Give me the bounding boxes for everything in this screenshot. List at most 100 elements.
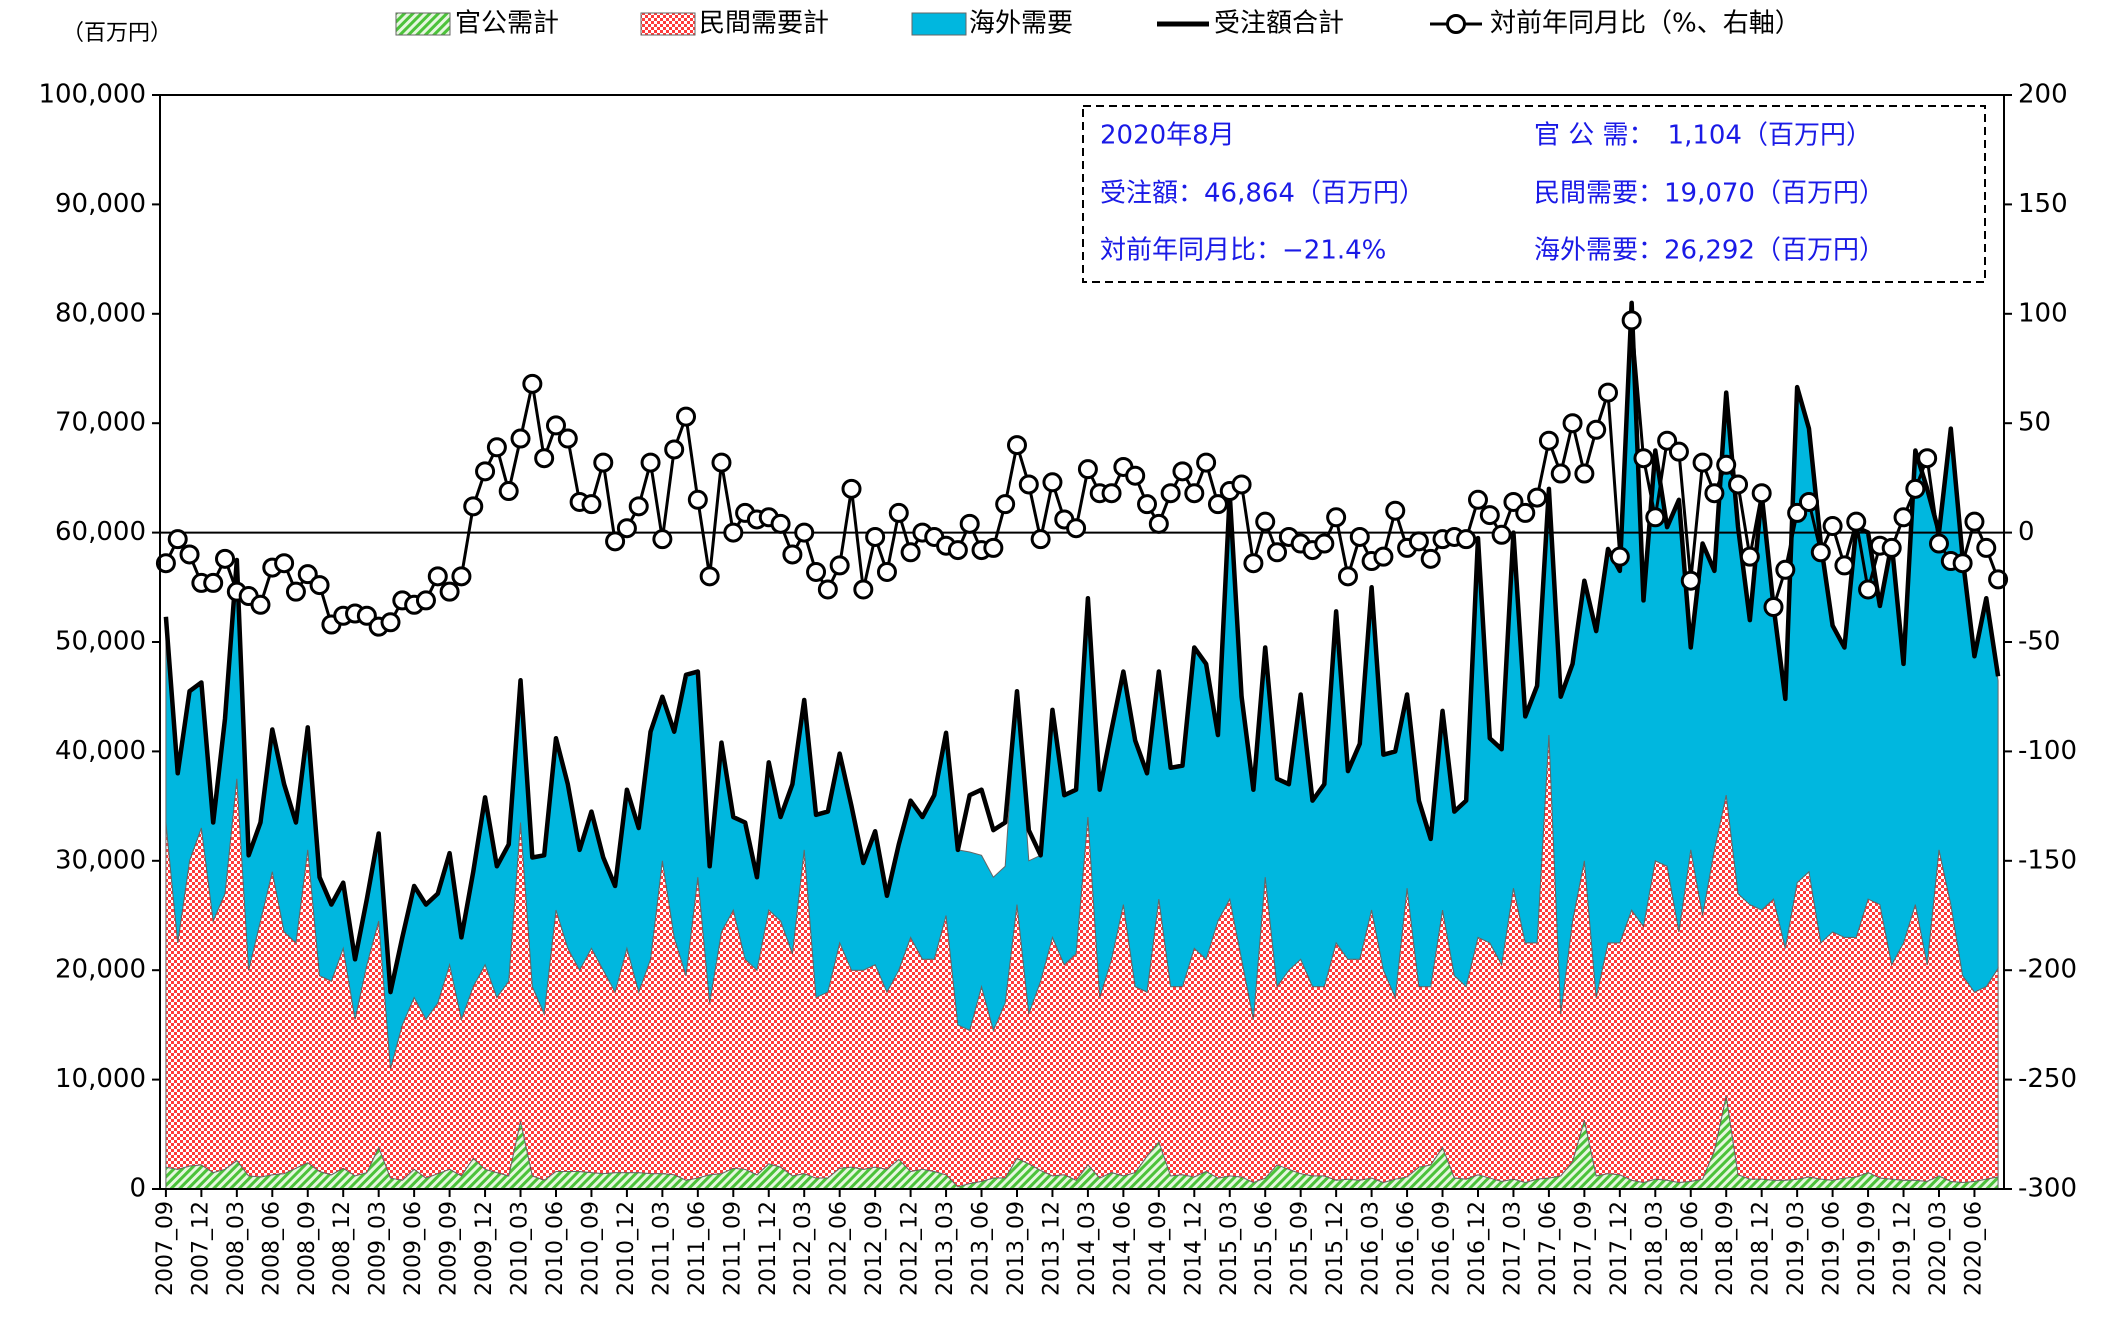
x-tick-label: 2016_12: [1465, 1201, 1490, 1296]
yoy-marker: [1704, 483, 1725, 504]
yoy-marker: [1834, 555, 1855, 576]
y2-tick-label: 50: [2018, 408, 2051, 438]
yoy-marker: [794, 522, 815, 543]
yoy-marker: [1349, 526, 1370, 547]
yoy-marker: [1184, 483, 1205, 504]
x-tick-label: 2010_12: [614, 1201, 639, 1296]
yoy-marker: [1846, 511, 1867, 532]
yoy-marker: [1207, 494, 1228, 515]
x-tick-label: 2014_06: [1110, 1201, 1135, 1296]
yoy-marker: [711, 452, 732, 473]
yoy-marker: [1645, 507, 1666, 528]
annotation-text: 受注額：46,864（百万円）: [1100, 179, 1425, 209]
yoy-marker: [415, 590, 436, 611]
yoy-marker: [1988, 569, 2009, 590]
yoy-marker: [1267, 542, 1288, 563]
yoy-marker: [557, 428, 578, 449]
y-tick-label: 0: [129, 1174, 146, 1204]
x-tick-label: 2020_03: [1926, 1201, 1951, 1296]
x-tick-label: 2017_09: [1571, 1201, 1596, 1296]
yoy-marker: [475, 461, 496, 482]
yoy-marker: [806, 561, 827, 582]
x-tick-label: 2019_12: [1891, 1201, 1916, 1296]
yoy-marker: [1527, 487, 1548, 508]
x-tick-label: 2017_12: [1607, 1201, 1632, 1296]
yoy-marker: [167, 529, 188, 550]
yoy-marker: [829, 555, 850, 576]
x-tick-label: 2011_03: [649, 1201, 674, 1296]
x-tick-label: 2013_12: [1039, 1201, 1064, 1296]
y-tick-label: 30,000: [55, 845, 146, 875]
yoy-marker: [853, 579, 874, 600]
x-tick-label: 2008_06: [259, 1201, 284, 1296]
yoy-marker: [179, 544, 200, 565]
y2-tick-label: -100: [2018, 736, 2077, 766]
yoy-marker: [1137, 494, 1158, 515]
yoy-marker: [1314, 533, 1335, 554]
x-tick-label: 2009_09: [437, 1201, 462, 1296]
yoy-marker: [1042, 472, 1063, 493]
yoy-marker: [995, 494, 1016, 515]
legend-swatch: [395, 12, 451, 36]
x-tick-label: 2018_12: [1749, 1201, 1774, 1296]
yoy-marker: [1633, 448, 1654, 469]
yoy-marker: [1125, 465, 1146, 486]
yoy-marker: [1385, 500, 1406, 521]
yoy-marker: [593, 452, 614, 473]
yoy-marker: [1066, 518, 1087, 539]
x-tick-label: 2014_12: [1181, 1201, 1206, 1296]
yoy-marker: [1408, 531, 1429, 552]
x-tick-label: 2012_06: [827, 1201, 852, 1296]
annotation-text: 民間需要：19,070（百万円）: [1534, 179, 1885, 209]
yoy-marker: [1739, 546, 1760, 567]
annotation-box: [1082, 105, 1986, 283]
y2-tick-label: -300: [2018, 1174, 2077, 1204]
legend-label: 海外需要: [969, 9, 1073, 39]
yoy-marker: [510, 428, 531, 449]
x-tick-label: 2013_06: [969, 1201, 994, 1296]
legend-swatch: [911, 12, 967, 36]
yoy-marker: [1917, 448, 1938, 469]
yoy-marker: [1172, 461, 1193, 482]
x-tick-label: 2019_06: [1820, 1201, 1845, 1296]
y-tick-label: 90,000: [55, 189, 146, 219]
yoy-marker: [309, 575, 330, 596]
yoy-marker: [1598, 382, 1619, 403]
yoy-marker: [699, 566, 720, 587]
yoy-marker: [1775, 559, 1796, 580]
total-line: [163, 300, 2001, 995]
yoy-marker: [1822, 516, 1843, 537]
x-tick-label: 2010_03: [508, 1201, 533, 1296]
y-tick-label: 50,000: [55, 627, 146, 657]
yoy-marker: [876, 561, 897, 582]
y-tick-label: 70,000: [55, 408, 146, 438]
yoy-marker: [1503, 491, 1524, 512]
yoy-marker: [1538, 430, 1559, 451]
x-tick-label: 2015_03: [1217, 1201, 1242, 1296]
yoy-marker: [203, 572, 224, 593]
yoy-marker: [1491, 524, 1512, 545]
yoy-marker: [451, 566, 472, 587]
y-tick-label: 20,000: [55, 955, 146, 985]
y-tick-label: 100,000: [38, 80, 146, 110]
x-tick-label: 2008_03: [224, 1201, 249, 1296]
yoy-marker: [1751, 483, 1772, 504]
x-tick-label: 2009_12: [472, 1201, 497, 1296]
legend-label: 対前年同月比（%、右軸）: [1490, 9, 1801, 39]
yoy-marker: [1881, 537, 1902, 558]
y2-tick-label: 150: [2018, 189, 2068, 219]
y-tick-label: 80,000: [55, 298, 146, 328]
yoy-marker: [770, 513, 791, 534]
x-tick-label: 2015_09: [1288, 1201, 1313, 1296]
yoy-marker: [605, 531, 626, 552]
yoy-marker: [1326, 507, 1347, 528]
y2-tick-label: -250: [2018, 1064, 2077, 1094]
yoy-line: [164, 318, 2000, 629]
yoy-marker: [1609, 546, 1630, 567]
yoy-marker: [534, 448, 555, 469]
yoy-marker: [782, 544, 803, 565]
yoy-marker: [1952, 553, 1973, 574]
x-tick-label: 2009_06: [401, 1201, 426, 1296]
y-tick-label: 60,000: [55, 517, 146, 547]
